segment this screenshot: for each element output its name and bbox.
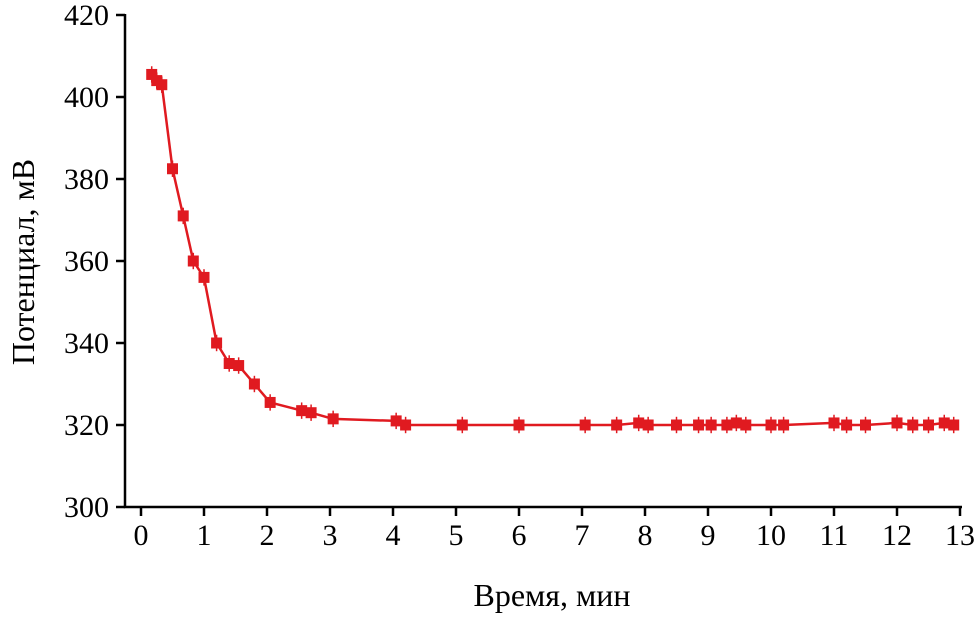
data-point-marker (187, 255, 199, 267)
data-point-marker (233, 360, 245, 372)
y-tick-label: 400 (64, 81, 109, 114)
data-point-marker (740, 419, 752, 431)
data-point-marker (907, 419, 919, 431)
x-tick-label: 10 (756, 519, 786, 552)
y-axis-title: Потенциал, мВ (5, 159, 41, 365)
data-point-marker (948, 419, 960, 431)
x-tick-label: 5 (449, 519, 464, 552)
x-tick-label: 11 (820, 519, 849, 552)
x-tick-label: 4 (386, 519, 401, 552)
data-point-marker (693, 419, 705, 431)
x-tick-label: 0 (134, 519, 149, 552)
data-point-marker (938, 417, 950, 429)
data-point-marker (198, 271, 210, 283)
x-tick-label: 6 (512, 519, 527, 552)
data-point-marker (327, 413, 339, 425)
data-point-marker (778, 419, 790, 431)
y-tick-label: 300 (64, 491, 109, 524)
data-point-marker (167, 163, 178, 175)
data-point-marker (633, 417, 645, 429)
data-point-marker (705, 419, 717, 431)
data-point-marker (579, 419, 591, 431)
data-point-marker (177, 210, 189, 222)
x-tick-label: 7 (575, 519, 590, 552)
x-axis-title: Время, мин (473, 577, 630, 613)
x-tick-label: 9 (701, 519, 716, 552)
data-point-marker (860, 419, 871, 431)
data-point-marker (513, 419, 525, 431)
data-point-marker (891, 417, 903, 429)
data-point-marker (156, 79, 168, 91)
data-point-marker (248, 378, 260, 390)
x-tick-label: 8 (638, 519, 653, 552)
data-line (150, 73, 955, 427)
data-point-marker (211, 337, 223, 349)
data-point-marker (841, 419, 853, 431)
data-point-marker (305, 407, 317, 419)
y-tick-label: 360 (64, 245, 109, 278)
x-tick-label: 2 (260, 519, 275, 552)
data-point-marker (730, 417, 742, 429)
y-tick-label: 420 (64, 0, 109, 32)
data-point-marker (765, 419, 777, 431)
data-point-marker (390, 415, 402, 427)
data-point-marker (456, 419, 468, 431)
x-tick-label: 3 (323, 519, 338, 552)
y-tick-label: 340 (64, 327, 109, 360)
data-point-marker (642, 419, 654, 431)
data-point-marker (671, 419, 682, 431)
y-tick-label: 380 (64, 163, 109, 196)
data-point-marker (400, 419, 412, 431)
data-point-marker (223, 358, 235, 369)
x-tick-label: 1 (197, 519, 212, 552)
data-point-marker (923, 419, 934, 431)
data-point-marker (264, 396, 276, 408)
data-point-marker (828, 417, 840, 429)
data-point-marker (296, 405, 308, 417)
x-tick-label: 12 (882, 519, 912, 552)
data-point-marker (146, 68, 158, 80)
data-point-marker (611, 419, 623, 431)
y-tick-label: 320 (64, 409, 109, 442)
data-point-marker (721, 419, 733, 431)
x-tick-label: 13 (945, 519, 975, 552)
